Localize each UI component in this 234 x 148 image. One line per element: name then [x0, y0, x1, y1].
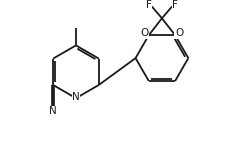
Text: O: O [141, 28, 149, 38]
Text: N: N [72, 92, 80, 102]
Text: N: N [49, 106, 57, 116]
Text: O: O [175, 28, 183, 38]
Text: F: F [172, 0, 178, 10]
Text: F: F [146, 0, 152, 10]
